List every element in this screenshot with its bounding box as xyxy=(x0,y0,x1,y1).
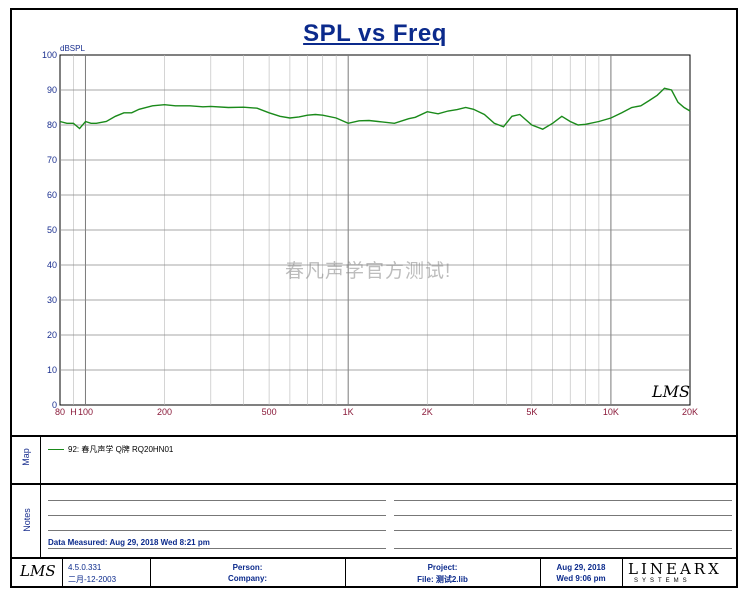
note-line xyxy=(48,530,386,531)
legend-swatch xyxy=(48,449,64,450)
y-tick-label: 90 xyxy=(47,85,57,95)
report-frame xyxy=(10,8,738,588)
y-tick-labels: 0 10 20 30 40 50 60 70 80 90 100 xyxy=(42,50,57,410)
person-label: Person: xyxy=(232,563,263,572)
footer-divider xyxy=(345,559,346,588)
chart-title: SPL vs Freq xyxy=(303,20,447,47)
footer-divider xyxy=(150,559,151,588)
x-tick-label: 80 xyxy=(55,407,65,417)
footer-top-border xyxy=(10,557,738,559)
x-tick-label: 2K xyxy=(422,407,433,417)
x-tick-label: 500 xyxy=(262,407,277,417)
footer-logo-lms: LMS xyxy=(20,562,56,580)
linearx-systems: SYSTEMS xyxy=(634,578,691,584)
y-tick-label: 50 xyxy=(47,225,57,235)
x-tick-label: 100 xyxy=(78,407,93,417)
notes-label: Notes xyxy=(22,508,32,532)
note-line xyxy=(394,530,732,531)
note-line xyxy=(48,500,386,501)
version: 4.5.0.331 xyxy=(68,563,102,572)
note-line xyxy=(394,500,732,501)
y-tick-label: 100 xyxy=(42,50,57,60)
notes-top-border xyxy=(10,483,738,485)
y-tick-label: 70 xyxy=(47,155,57,165)
y-tick-label: 40 xyxy=(47,260,57,270)
note-line xyxy=(48,515,386,516)
company-label: Company: xyxy=(227,574,268,583)
x-tick-label: 200 xyxy=(157,407,172,417)
note-line xyxy=(394,548,732,549)
plot-signature: LMS xyxy=(652,382,690,401)
project-label: Project: xyxy=(427,563,458,572)
footer-divider xyxy=(540,559,541,588)
x-tick-label: 20K xyxy=(682,407,698,417)
x-tick-label: 1K xyxy=(343,407,354,417)
footer-date: Aug 29, 2018 xyxy=(556,563,606,572)
x-tick-label: 10K xyxy=(603,407,619,417)
x-tick-label: H xyxy=(70,407,77,417)
x-tick-label: 5K xyxy=(526,407,537,417)
version-date: 二月-12-2003 xyxy=(68,575,117,584)
footer-time: Wed 9:06 pm xyxy=(556,574,606,583)
footer-divider xyxy=(62,559,63,588)
notes-divider xyxy=(40,485,41,558)
x-tick-labels: 80 H 100 200 500 1K 2K 5K 10K 20K xyxy=(55,407,698,417)
watermark: 春凡声学官方测试! xyxy=(285,261,452,282)
note-line xyxy=(394,515,732,516)
y-tick-label: 30 xyxy=(47,295,57,305)
map-label: Map xyxy=(21,448,31,466)
y-tick-label: 80 xyxy=(47,120,57,130)
y-tick-label: 20 xyxy=(47,330,57,340)
y-axis-label: dBSPL xyxy=(60,44,85,53)
linearx-logo: LINEARX xyxy=(628,560,722,578)
data-measured: Data Measured: Aug 29, 2018 Wed 8:21 pm xyxy=(48,538,210,547)
series-line xyxy=(59,87,691,130)
y-tick-label: 0 xyxy=(52,400,57,410)
file-label: File: 测试2.lib xyxy=(417,575,468,584)
note-line xyxy=(48,548,386,549)
map-top-border xyxy=(10,435,738,437)
map-divider xyxy=(40,437,41,483)
legend-entry: 92: 春凡声学 Q牌 RQ20HN01 xyxy=(68,445,174,454)
y-tick-label: 10 xyxy=(47,365,57,375)
footer-divider xyxy=(622,559,623,588)
y-tick-label: 60 xyxy=(47,190,57,200)
